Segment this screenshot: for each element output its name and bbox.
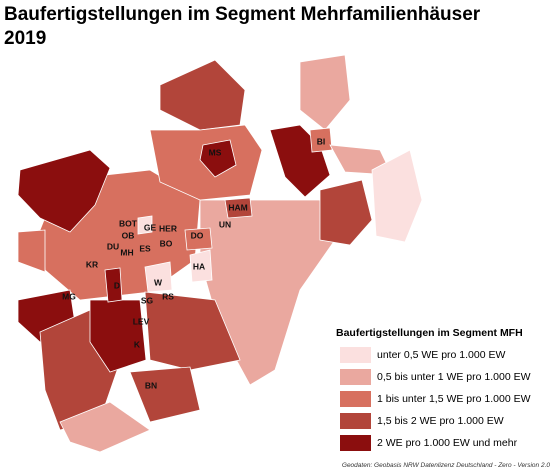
city-label: MS <box>209 147 222 157</box>
city-label: BO <box>160 238 173 248</box>
source-note: Geodaten: Geobasis NRW Datenlizenz Deuts… <box>342 462 550 469</box>
city-label: OB <box>122 230 135 240</box>
city-label: UN <box>219 219 231 229</box>
city-label: MG <box>62 291 76 301</box>
city-label: LEV <box>133 316 150 326</box>
title: 2019 <box>4 28 46 49</box>
city-label: GE <box>144 222 157 232</box>
city-label: MH <box>120 247 133 257</box>
legend-swatch <box>340 413 371 429</box>
legend-label: 0,5 bis unter 1 WE pro 1.000 EW <box>377 371 531 383</box>
legend-title: Baufertigstellungen im Segment MFH <box>336 327 523 339</box>
legend-label: 1 bis unter 1,5 WE pro 1.000 EW <box>377 393 531 405</box>
legend-swatch <box>340 347 371 363</box>
city-label: HAM <box>228 202 247 212</box>
city-label: RS <box>162 291 174 301</box>
city-label: K <box>134 339 141 349</box>
legend-swatch <box>340 435 371 451</box>
city-label: SG <box>141 295 154 305</box>
city-label: HA <box>193 261 205 271</box>
legend-swatch <box>340 369 371 385</box>
city-label: DU <box>107 241 119 251</box>
city-label: BI <box>317 136 326 146</box>
map <box>17 54 423 453</box>
city-label: KR <box>86 259 98 269</box>
legend-swatch <box>340 391 371 407</box>
city-label: ES <box>139 243 151 253</box>
city-label: HER <box>159 223 177 233</box>
city-label: DO <box>191 230 204 240</box>
legend: unter 0,5 WE pro 1.000 EW 0,5 bis unter 1… <box>340 347 531 451</box>
city-label: BN <box>145 380 157 390</box>
title: Baufertigstellungen im Segment Mehrfamil… <box>4 4 481 25</box>
city-label: BOT <box>119 218 138 228</box>
city-label: D <box>114 280 120 290</box>
legend-label: 2 WE pro 1.000 EW und mehr <box>377 437 518 449</box>
legend-label: unter 0,5 WE pro 1.000 EW <box>377 349 505 361</box>
city-label: W <box>154 277 163 287</box>
legend-label: 1,5 bis 2 WE pro 1.000 EW <box>377 415 504 427</box>
